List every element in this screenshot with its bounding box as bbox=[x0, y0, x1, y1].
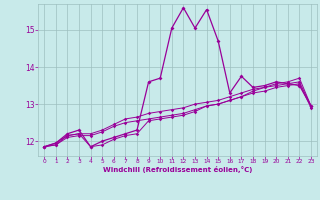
X-axis label: Windchill (Refroidissement éolien,°C): Windchill (Refroidissement éolien,°C) bbox=[103, 166, 252, 173]
